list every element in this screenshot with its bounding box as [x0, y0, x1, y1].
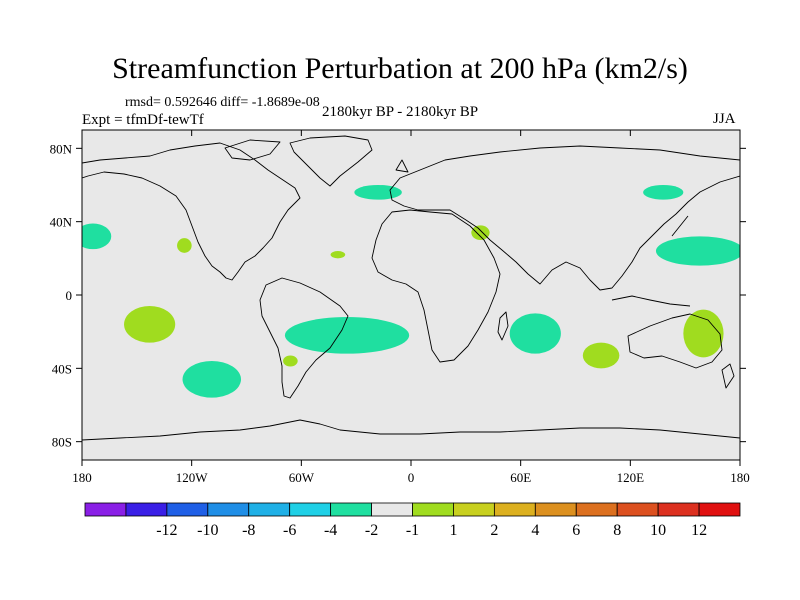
y-tick-label: 80S [52, 435, 72, 450]
anomaly-region-4 [82, 223, 112, 250]
x-tick-label: 180 [72, 470, 92, 485]
colorbar-swatch [125, 502, 168, 517]
colorbar-label: -6 [283, 522, 296, 539]
x-tick-label: 60W [289, 470, 315, 485]
coastlines [82, 135, 740, 441]
map-background [82, 130, 740, 460]
colorbar-swatch [248, 502, 291, 517]
x-tick-label: 0 [408, 470, 415, 485]
anomaly-region-8 [124, 306, 176, 343]
colorbar-label: -4 [324, 522, 337, 539]
colorbar-swatch [493, 502, 536, 517]
anomaly-region-11 [283, 355, 298, 367]
colorbar-label: 8 [613, 522, 621, 539]
colorbar-label: -10 [197, 522, 218, 539]
colorbar-swatch [207, 502, 250, 517]
anomaly-region-6 [330, 251, 346, 259]
colorbar-swatch [166, 502, 209, 517]
y-tick-label: 40N [50, 215, 73, 230]
colorbar-label: 12 [691, 522, 707, 539]
y-tick-label: 80N [50, 141, 73, 156]
x-tick-label: 60E [510, 470, 531, 485]
anomaly-region-9 [284, 317, 410, 354]
x-tick-label: 180 [730, 470, 750, 485]
coast-africa [371, 209, 501, 363]
anomaly-region-5 [177, 238, 192, 253]
colorbar-label: -1 [406, 522, 419, 539]
x-axis: 180 120W 60W 0 60E 120E 180 [72, 130, 750, 485]
coast-greenland [289, 135, 373, 187]
season-label: JJA [713, 111, 736, 127]
colorbar-swatch [330, 502, 372, 517]
anomaly-region-1 [354, 185, 402, 200]
colorbar-swatch [289, 502, 332, 517]
colorbar: -12 -10 -8 -6 -4 -2 -1 1 2 4 6 8 10 12 [84, 502, 741, 539]
anomaly-region-2 [471, 225, 490, 241]
colorbar-label: 1 [449, 522, 457, 539]
colorbar-label: -12 [156, 522, 177, 539]
colorbar-swatch [698, 502, 741, 517]
y-tick-label: 40S [52, 361, 72, 376]
anomaly-regions [82, 185, 740, 398]
experiment-label: Expt = tfmDf-tewTf [82, 112, 204, 128]
anomaly-region-7 [655, 236, 740, 266]
coast-madagascar [497, 311, 509, 341]
colorbar-swatch [575, 502, 618, 517]
colorbar-label: 4 [531, 522, 539, 539]
coast-australia [627, 313, 723, 369]
colorbar-swatch [371, 502, 413, 517]
colorbar-label: 10 [650, 522, 666, 539]
stats-line: rmsd= 0.592646 diff= -1.8689e-08 [125, 95, 320, 110]
colorbar-swatch [534, 502, 577, 517]
colorbar-swatch [412, 502, 454, 517]
colorbar-label: 6 [572, 522, 580, 539]
anomaly-region-14 [683, 309, 724, 358]
coast-eurasia [389, 145, 740, 291]
colorbar-swatch [616, 502, 659, 517]
coast-north-america [82, 142, 301, 281]
colorbar-swatch [657, 502, 700, 517]
coast-islands [395, 159, 691, 307]
x-tick-label: 120W [176, 470, 209, 485]
anomaly-region-3 [643, 185, 684, 200]
chart-title: Streamfunction Perturbation at 200 hPa (… [112, 52, 688, 85]
coast-south-america [259, 277, 349, 399]
y-axis: 80N 40N 0 40S 80S [50, 141, 746, 450]
colorbar-label: -2 [365, 522, 378, 539]
x-tick-label: 120E [617, 470, 645, 485]
colorbar-swatch [453, 502, 495, 517]
anomaly-region-12 [509, 313, 561, 354]
period-label: 2180kyr BP - 2180kyr BP [322, 104, 479, 120]
coast-antarctica [82, 419, 740, 441]
anomaly-region-13 [582, 342, 620, 369]
colorbar-label: 2 [490, 522, 498, 539]
colorbar-swatch [84, 502, 127, 517]
coast-new-zealand [721, 363, 735, 389]
coast-arctic-islands [224, 139, 281, 161]
anomaly-region-10 [182, 361, 242, 398]
colorbar-label: -8 [242, 522, 255, 539]
y-tick-label: 0 [66, 288, 73, 303]
